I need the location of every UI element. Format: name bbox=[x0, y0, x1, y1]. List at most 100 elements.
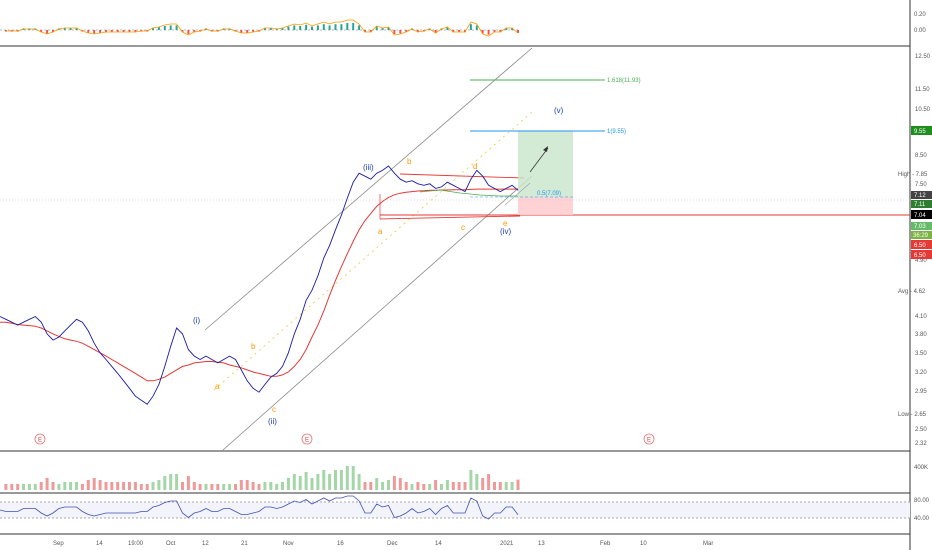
osc-bar bbox=[40, 30, 43, 33]
osc-bar bbox=[116, 30, 119, 33]
volume-bar bbox=[16, 484, 20, 490]
osc-bar bbox=[493, 30, 496, 33]
volume-bar bbox=[86, 480, 90, 490]
osc-bar bbox=[269, 27, 272, 30]
price-tag-3-text: 7.03 bbox=[914, 224, 926, 230]
wave-label: (i) bbox=[193, 316, 200, 325]
volume-bar bbox=[22, 484, 25, 490]
volume-bar bbox=[428, 484, 432, 490]
channel-mid-line[interactable] bbox=[213, 111, 533, 391]
channel-upper-line[interactable] bbox=[204, 47, 533, 331]
channel-lower-line[interactable] bbox=[222, 175, 533, 451]
volume-bar bbox=[10, 484, 14, 490]
x-tick-label: 21 bbox=[241, 541, 248, 547]
volume-bar bbox=[416, 482, 420, 490]
volume-bar bbox=[222, 484, 226, 490]
volume-bar bbox=[451, 482, 455, 490]
volume-bar bbox=[128, 482, 131, 490]
osc-bar bbox=[252, 30, 255, 33]
volume-bar bbox=[351, 466, 355, 490]
volume-bar bbox=[375, 478, 379, 490]
osc-bar bbox=[163, 26, 166, 30]
volume-bar bbox=[275, 484, 279, 490]
wave-label: b bbox=[251, 342, 256, 351]
osc-bar bbox=[75, 27, 78, 30]
volume-bar bbox=[133, 482, 137, 490]
osc-line bbox=[5, 19, 519, 37]
osc-bar bbox=[340, 24, 343, 30]
volume-bar bbox=[122, 482, 126, 490]
wave-label: (ii) bbox=[268, 417, 277, 426]
price-scale[interactable]: 12.50 11.50 10.50 8.50 7.50 4.90 4.10 3.… bbox=[898, 54, 932, 447]
volume-bar bbox=[292, 474, 296, 490]
green-ma-line bbox=[419, 189, 518, 197]
triangle-upper-line[interactable] bbox=[399, 173, 525, 179]
osc-bar bbox=[122, 30, 125, 33]
event-marker[interactable]: E bbox=[301, 433, 313, 445]
osc-tick-label: 0.20 bbox=[914, 12, 926, 18]
volume-bar bbox=[4, 484, 8, 490]
osc-bar bbox=[305, 24, 308, 30]
rsi-pane: 80.00 40.00 bbox=[0, 495, 930, 522]
price-tick-label: 3.50 bbox=[915, 351, 927, 357]
price-line[interactable] bbox=[0, 165, 519, 405]
volume-bar bbox=[304, 472, 308, 490]
last-price-tag bbox=[911, 210, 932, 219]
osc-bar bbox=[475, 25, 478, 30]
volume-bar bbox=[469, 470, 473, 490]
price-tick-label: 12.50 bbox=[915, 54, 931, 60]
osc-bar bbox=[328, 25, 331, 30]
price-tick-label: 2.32 bbox=[915, 441, 927, 447]
osc-bar bbox=[381, 27, 384, 30]
stop-tag-2-text: 6.50 bbox=[914, 253, 926, 259]
event-marker[interactable]: E bbox=[643, 433, 655, 445]
volume-bar bbox=[369, 482, 373, 490]
price-pane[interactable]: 1.618(11.93) 1(9.55) 0.5(7.09) (i) (ii) … bbox=[0, 47, 910, 451]
volume-bar bbox=[151, 482, 155, 490]
price-tag-2-text: 7.11 bbox=[914, 202, 926, 208]
volume-bar bbox=[245, 480, 249, 490]
osc-bar bbox=[93, 30, 96, 34]
x-tick-label: Mar bbox=[703, 541, 713, 547]
osc-bar bbox=[287, 26, 290, 30]
fib-label-1: 1(9.55) bbox=[607, 129, 626, 135]
x-tick-label: 13 bbox=[538, 541, 545, 547]
osc-bar bbox=[434, 30, 437, 33]
osc-bar bbox=[152, 27, 154, 30]
osc-bar bbox=[128, 30, 131, 33]
profit-zone[interactable] bbox=[518, 131, 573, 197]
svg-text:E: E bbox=[305, 438, 309, 444]
volume-tick-label: 400K bbox=[914, 465, 928, 471]
volume-bar bbox=[422, 484, 426, 490]
volume-bar bbox=[310, 478, 314, 490]
low-label: Low - 2.65 bbox=[898, 412, 927, 418]
volume-bar bbox=[487, 474, 491, 490]
volume-bar bbox=[251, 482, 255, 490]
target-price-tag bbox=[911, 126, 932, 135]
event-marker[interactable]: E bbox=[34, 433, 46, 445]
osc-tick-label: 0.00 bbox=[914, 28, 926, 34]
volume-bar bbox=[445, 480, 449, 490]
svg-text:E: E bbox=[38, 438, 42, 444]
volume-bar bbox=[63, 482, 67, 490]
price-tick-label: 11.50 bbox=[915, 87, 930, 93]
x-tick-label: 19:00 bbox=[128, 541, 144, 547]
volume-bar bbox=[239, 480, 243, 490]
osc-bar bbox=[393, 30, 396, 34]
countdown-text: 36:29 bbox=[913, 233, 929, 239]
wave-label: (iii) bbox=[363, 163, 374, 172]
moving-average-line[interactable] bbox=[0, 188, 518, 382]
volume-bar bbox=[163, 476, 167, 490]
osc-bar bbox=[46, 30, 49, 34]
price-tick-label: 2.95 bbox=[915, 389, 927, 395]
volume-bar bbox=[516, 479, 520, 490]
triangle-lower-line[interactable] bbox=[379, 215, 521, 220]
volume-bar bbox=[339, 470, 343, 490]
volume-bar bbox=[145, 484, 149, 490]
time-axis[interactable]: Sep 14 19:00 Oct 12 21 Nov 16 Dec 14 202… bbox=[53, 541, 713, 547]
loss-zone[interactable] bbox=[518, 197, 573, 215]
osc-bar bbox=[99, 30, 102, 33]
osc-bar bbox=[517, 30, 519, 33]
x-tick-label: Oct bbox=[166, 541, 176, 547]
